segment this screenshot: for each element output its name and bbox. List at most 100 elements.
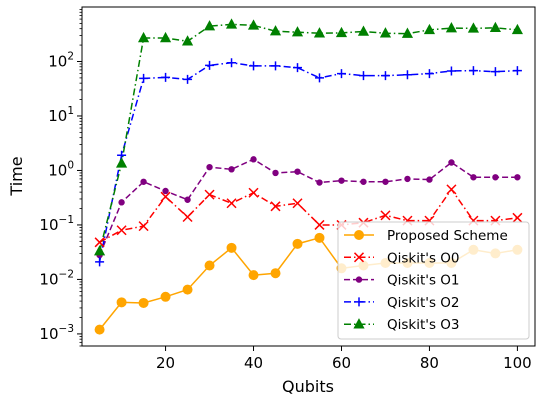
data-point-4-10 — [313, 27, 326, 38]
data-point-2-7 — [250, 156, 257, 163]
data-point-2-4 — [184, 196, 191, 203]
data-point-4-1 — [115, 157, 128, 168]
legend-label-4: Qiskit's O3 — [387, 317, 460, 333]
x-tick-label: 20 — [156, 354, 175, 372]
data-point-4-2 — [137, 31, 150, 43]
y-tick-label: 102 — [48, 50, 74, 70]
data-point-1-13 — [380, 210, 391, 221]
x-axis-ticks: 20 40 60 80 100 — [156, 346, 532, 372]
data-point-2-1 — [118, 199, 125, 206]
data-point-3-14 — [402, 70, 412, 80]
data-point-4-11 — [335, 26, 348, 38]
data-point-3-8 — [271, 61, 281, 71]
data-point-4-12 — [357, 25, 370, 36]
data-point-2-16 — [448, 159, 455, 166]
data-point-2-2 — [140, 178, 147, 185]
data-point-3-4 — [183, 74, 193, 84]
data-point-3-9 — [293, 63, 303, 73]
data-point-2-14 — [404, 175, 411, 183]
data-point-4-18 — [489, 21, 502, 33]
data-point-3-17 — [468, 66, 478, 76]
series-line-2 — [98, 158, 518, 256]
data-point-4-0 — [94, 245, 106, 256]
data-point-1-2 — [138, 221, 149, 232]
legend: Proposed Scheme Qiskit's O0 Qiskit's O1 Qis… — [337, 221, 530, 340]
data-point-2-10 — [316, 179, 323, 186]
data-point-4-15 — [423, 23, 436, 35]
data-point-4-14 — [401, 27, 414, 38]
data-point-3-16 — [446, 66, 456, 76]
data-point-4-19 — [511, 23, 523, 35]
data-point-1-9 — [292, 198, 303, 209]
data-point-3-15 — [424, 69, 434, 79]
y-tick-label: 100 — [48, 159, 74, 179]
data-point-1-19 — [512, 212, 523, 223]
data-point-2-13 — [382, 178, 389, 185]
data-point-2-18 — [492, 174, 499, 181]
legend-marker-3 — [354, 297, 364, 307]
legend-box — [337, 221, 530, 340]
data-point-0-1 — [116, 297, 127, 308]
data-point-0-5 — [204, 260, 215, 271]
data-point-4-13 — [379, 27, 392, 38]
legend-label-3: Qiskit's O2 — [387, 295, 460, 311]
data-point-4-8 — [269, 25, 282, 36]
legend-marker-4 — [353, 318, 365, 329]
data-point-3-13 — [380, 71, 390, 81]
data-point-1-8 — [270, 201, 281, 212]
data-point-2-8 — [272, 169, 279, 177]
data-point-3-6 — [227, 58, 237, 68]
data-point-0-9 — [292, 238, 303, 249]
data-point-4-3 — [159, 31, 172, 43]
x-axis-label: Qubits — [282, 377, 334, 396]
data-point-4-9 — [291, 26, 304, 37]
data-point-3-2 — [139, 73, 149, 83]
data-point-0-7 — [248, 270, 259, 281]
legend-label-0: Proposed Scheme — [387, 228, 508, 244]
data-point-1-16 — [446, 184, 457, 195]
data-point-0-8 — [270, 268, 281, 279]
data-point-3-5 — [205, 60, 215, 70]
legend-label-2: Qiskit's O1 — [387, 273, 460, 289]
data-point-3-7 — [249, 61, 259, 71]
y-tick-label: 10−1 — [39, 214, 74, 234]
series-line-4 — [98, 23, 518, 252]
data-point-3-12 — [358, 71, 368, 81]
data-point-4-17 — [467, 22, 480, 33]
data-point-2-19 — [514, 174, 521, 181]
data-point-2-17 — [470, 174, 477, 181]
data-point-1-7 — [248, 187, 259, 198]
data-point-3-3 — [161, 72, 171, 82]
data-point-2-3 — [162, 187, 169, 195]
data-point-0-10 — [314, 232, 325, 243]
data-point-3-19 — [512, 66, 522, 76]
data-point-1-0 — [94, 237, 105, 248]
data-point-2-5 — [206, 163, 213, 171]
legend-marker-2 — [355, 276, 363, 283]
data-point-4-5 — [203, 20, 216, 31]
data-point-1-5 — [204, 189, 215, 200]
data-point-1-3 — [160, 191, 171, 202]
data-point-0-4 — [182, 284, 193, 295]
y-tick-label: 101 — [48, 105, 74, 125]
data-point-2-15 — [426, 176, 433, 183]
data-point-3-18 — [490, 67, 500, 77]
data-point-0-6 — [226, 242, 237, 253]
x-tick-label: 40 — [244, 354, 263, 372]
data-point-0-2 — [138, 297, 149, 308]
data-point-2-6 — [228, 166, 235, 173]
legend-label-1: Qiskit's O0 — [387, 250, 460, 266]
data-point-3-10 — [314, 73, 324, 83]
data-point-1-1 — [116, 225, 127, 236]
data-point-2-11 — [338, 177, 345, 184]
x-tick-label: 100 — [503, 354, 532, 372]
data-point-2-9 — [294, 168, 301, 175]
data-point-4-4 — [181, 35, 194, 46]
data-point-3-0 — [95, 257, 105, 267]
data-point-0-0 — [94, 324, 105, 335]
data-point-4-7 — [247, 19, 260, 30]
data-point-0-3 — [160, 291, 171, 302]
data-point-1-4 — [182, 211, 193, 223]
data-point-4-16 — [445, 22, 458, 33]
y-tick-label: 10−3 — [39, 323, 74, 343]
